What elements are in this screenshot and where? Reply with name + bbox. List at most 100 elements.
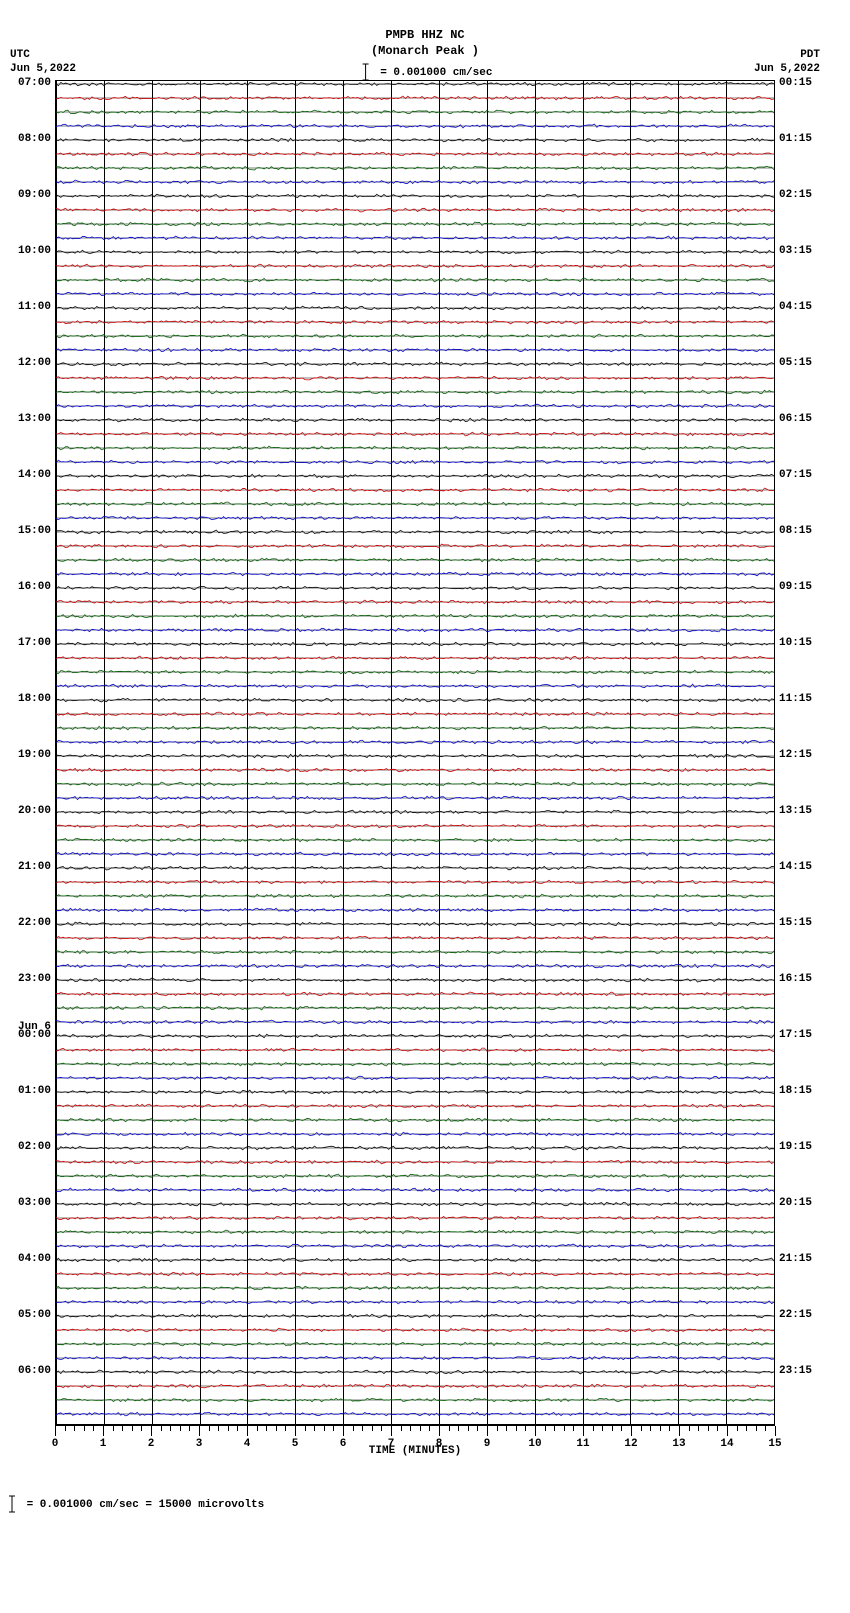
trace-row (56, 232, 774, 244)
xtick-minor (237, 1426, 238, 1431)
trace-row (56, 932, 774, 944)
trace-row (56, 498, 774, 510)
xtick-minor (381, 1426, 382, 1431)
trace-row (56, 484, 774, 496)
pdt-time-label: 02:15 (779, 189, 812, 201)
scale-bar-icon (362, 63, 370, 81)
utc-time-label: 03:00 (18, 1197, 51, 1209)
xtick-minor (525, 1426, 526, 1431)
xtick-minor (410, 1426, 411, 1431)
trace-row (56, 1338, 774, 1350)
xtick-label: 2 (148, 1438, 155, 1450)
trace-row (56, 890, 774, 902)
trace-row (56, 456, 774, 468)
trace-row (56, 1058, 774, 1070)
pdt-time-label: 12:15 (779, 749, 812, 761)
xtick-minor (305, 1426, 306, 1431)
footer-scale-bar-icon (8, 1495, 16, 1513)
utc-time-label: 00:00 (18, 1029, 51, 1041)
xtick-minor (650, 1426, 651, 1431)
trace-row (56, 1310, 774, 1322)
utc-time-label: 10:00 (18, 245, 51, 257)
xtick-major (247, 1426, 248, 1436)
xtick-minor (689, 1426, 690, 1431)
xtick-minor (420, 1426, 421, 1431)
trace-row (56, 848, 774, 860)
xtick-minor (372, 1426, 373, 1431)
pdt-time-label: 23:15 (779, 1365, 812, 1377)
xtick-minor (468, 1426, 469, 1431)
utc-time-label: 16:00 (18, 581, 51, 593)
trace-row (56, 512, 774, 524)
scale-text: = 0.001000 cm/sec (380, 67, 492, 79)
xtick-major (583, 1426, 584, 1436)
xtick-label: 8 (436, 1438, 443, 1450)
trace-row (56, 666, 774, 678)
trace-row (56, 162, 774, 174)
xtick-minor (141, 1426, 142, 1431)
seismogram-plot (55, 80, 775, 1425)
xtick-major (343, 1426, 344, 1436)
trace-row (56, 750, 774, 762)
utc-time-label: 22:00 (18, 917, 51, 929)
trace-row (56, 400, 774, 412)
xtick-major (55, 1426, 56, 1436)
pdt-time-label: 15:15 (779, 917, 812, 929)
trace-row (56, 974, 774, 986)
xtick-label: 4 (244, 1438, 251, 1450)
utc-time-label: 17:00 (18, 637, 51, 649)
trace-row (56, 92, 774, 104)
trace-row (56, 246, 774, 258)
xtick-major (199, 1426, 200, 1436)
pdt-time-label: 20:15 (779, 1197, 812, 1209)
trace-row (56, 1016, 774, 1028)
xtick-minor (765, 1426, 766, 1431)
xtick-major (535, 1426, 536, 1436)
trace-row (56, 1086, 774, 1098)
trace-row (56, 148, 774, 160)
trace-row (56, 1366, 774, 1378)
pdt-time-label: 07:15 (779, 469, 812, 481)
trace-row (56, 526, 774, 538)
pdt-time-label: 03:15 (779, 245, 812, 257)
trace-row (56, 1408, 774, 1420)
utc-time-label: 18:00 (18, 693, 51, 705)
xtick-label: 0 (52, 1438, 59, 1450)
trace-row (56, 582, 774, 594)
trace-row (56, 1030, 774, 1042)
xtick-minor (429, 1426, 430, 1431)
trace-row (56, 596, 774, 608)
trace-row (56, 1226, 774, 1238)
utc-time-label: 07:00 (18, 77, 51, 89)
station-name: (Monarch Peak ) (358, 44, 493, 60)
xtick-label: 11 (576, 1438, 589, 1450)
seismogram-page: UTC Jun 5,2022 PMPB HHZ NC (Monarch Peak… (0, 0, 850, 1513)
trace-row (56, 1240, 774, 1252)
xtick-minor (257, 1426, 258, 1431)
trace-row (56, 80, 774, 90)
xtick-minor (593, 1426, 594, 1431)
utc-time-label: 14:00 (18, 469, 51, 481)
trace-row (56, 540, 774, 552)
trace-row (56, 1198, 774, 1210)
xtick-major (439, 1426, 440, 1436)
xtick-minor (641, 1426, 642, 1431)
utc-time-label: 23:00 (18, 973, 51, 985)
xtick-label: 3 (196, 1438, 203, 1450)
pdt-time-label: 14:15 (779, 861, 812, 873)
xtick-major (727, 1426, 728, 1436)
trace-row (56, 358, 774, 370)
scale-indicator: = 0.001000 cm/sec (358, 63, 493, 81)
plot-wrap (55, 80, 775, 1425)
trace-row (56, 960, 774, 972)
xtick-minor (314, 1426, 315, 1431)
pdt-time-label: 05:15 (779, 357, 812, 369)
trace-row (56, 274, 774, 286)
trace-row (56, 1142, 774, 1154)
xtick-major (295, 1426, 296, 1436)
pdt-time-label: 19:15 (779, 1141, 812, 1153)
trace-row (56, 820, 774, 832)
xtick-label: 9 (484, 1438, 491, 1450)
left-date-label: Jun 5,2022 (10, 62, 76, 76)
trace-row (56, 904, 774, 916)
